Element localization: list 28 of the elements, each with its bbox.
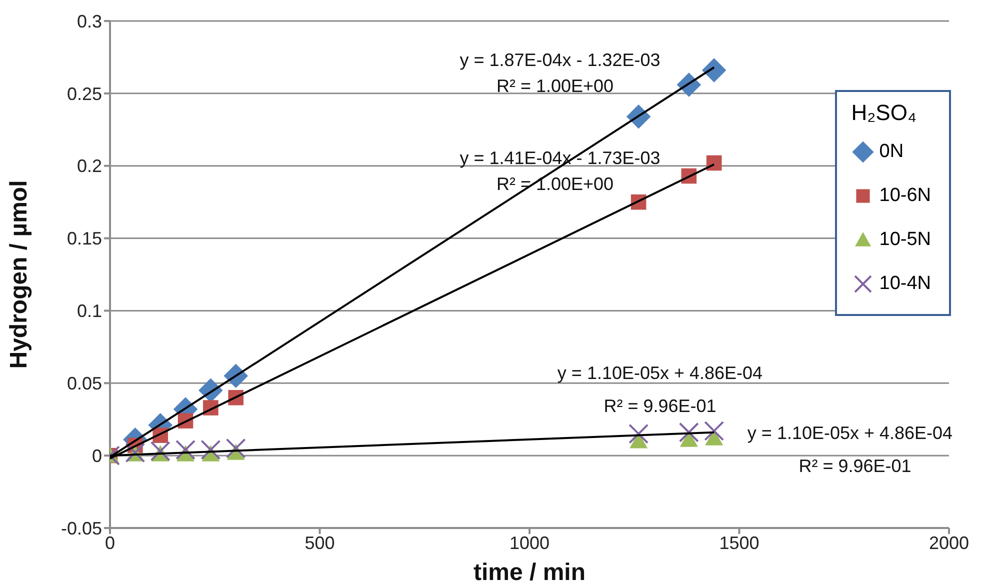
x-tick-label: 1500 bbox=[719, 532, 760, 553]
legend-label: 10-5N bbox=[879, 229, 931, 251]
annotation: R² = 1.00E+00 bbox=[496, 76, 614, 97]
y-tick-label: 0 bbox=[92, 446, 102, 466]
annotation: y = 1.87E-04x - 1.32E-03 bbox=[460, 50, 660, 71]
annotation: y = 1.10E-05x + 4.86E-04 bbox=[557, 363, 763, 384]
annotation: y = 1.41E-04x - 1.73E-03 bbox=[460, 148, 660, 169]
annotation: R² = 9.96E-01 bbox=[798, 456, 912, 477]
x-tick-label: 1000 bbox=[509, 532, 550, 553]
x-axis-title: time / min bbox=[473, 559, 586, 584]
legend-label: 0N bbox=[879, 141, 904, 163]
y-tick-label: 0.15 bbox=[66, 228, 102, 249]
x-tick-label: 500 bbox=[304, 532, 335, 553]
legend-label: 10-4N bbox=[879, 273, 931, 295]
y-tick-label: 0.2 bbox=[76, 156, 102, 176]
y-tick-label: -0.05 bbox=[60, 518, 102, 538]
y-axis-title: Hydrogen / µmol bbox=[6, 180, 33, 369]
x-tick-label: 0 bbox=[104, 532, 116, 553]
y-tick-label: 0.1 bbox=[76, 301, 102, 322]
y-tick-label: 0.05 bbox=[66, 374, 102, 394]
annotation: R² = 1.00E+00 bbox=[496, 174, 614, 195]
y-tick-label: 0.3 bbox=[76, 11, 102, 32]
legend-label: 10-6N bbox=[879, 185, 931, 207]
annotation: y = 1.10E-05x + 4.86E-04 bbox=[747, 423, 953, 444]
y-tick-label: 0.25 bbox=[66, 84, 102, 104]
legend-title: H₂SO₄ bbox=[851, 100, 916, 125]
x-tick-label: 2000 bbox=[928, 532, 970, 553]
annotation: R² = 9.96E-01 bbox=[604, 396, 716, 417]
